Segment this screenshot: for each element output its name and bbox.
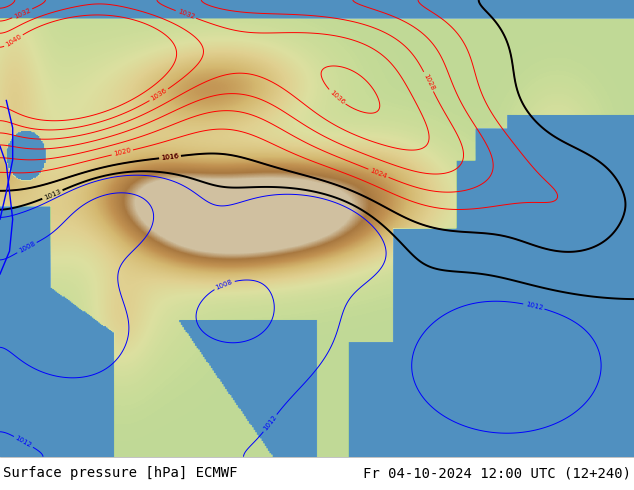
Text: 1016: 1016 xyxy=(161,153,179,161)
Text: 1036: 1036 xyxy=(150,88,168,102)
Text: 1032: 1032 xyxy=(13,7,32,20)
Text: Surface pressure [hPa] ECMWF: Surface pressure [hPa] ECMWF xyxy=(3,466,238,480)
Text: 1016: 1016 xyxy=(161,153,179,161)
Text: 1032: 1032 xyxy=(176,8,195,21)
Text: 1040: 1040 xyxy=(4,33,23,48)
Text: 1008: 1008 xyxy=(215,278,234,291)
Text: 1028: 1028 xyxy=(422,73,435,91)
Text: 1036: 1036 xyxy=(328,89,346,105)
Text: 1012: 1012 xyxy=(524,301,543,311)
Text: 1013: 1013 xyxy=(43,188,62,201)
Text: 1008: 1008 xyxy=(18,241,36,254)
Text: 1012: 1012 xyxy=(14,435,33,449)
Text: 1020: 1020 xyxy=(113,147,132,157)
Text: 1012: 1012 xyxy=(262,414,278,432)
Text: Fr 04-10-2024 12:00 UTC (12+240): Fr 04-10-2024 12:00 UTC (12+240) xyxy=(363,466,631,480)
Text: 1024: 1024 xyxy=(369,167,388,179)
